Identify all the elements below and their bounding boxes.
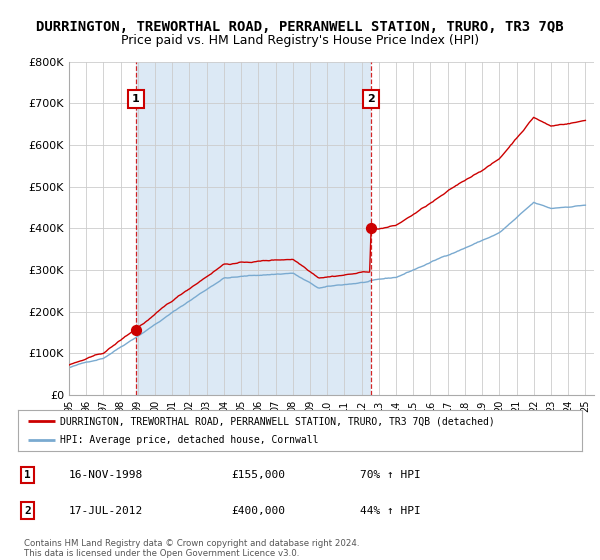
Text: 17-JUL-2012: 17-JUL-2012 (69, 506, 143, 516)
Text: Price paid vs. HM Land Registry's House Price Index (HPI): Price paid vs. HM Land Registry's House … (121, 34, 479, 46)
Text: 1: 1 (24, 470, 31, 480)
Text: 44% ↑ HPI: 44% ↑ HPI (360, 506, 421, 516)
Text: HPI: Average price, detached house, Cornwall: HPI: Average price, detached house, Corn… (60, 435, 319, 445)
Text: Contains HM Land Registry data © Crown copyright and database right 2024.
This d: Contains HM Land Registry data © Crown c… (24, 539, 359, 558)
Text: 2: 2 (24, 506, 31, 516)
Text: 16-NOV-1998: 16-NOV-1998 (69, 470, 143, 480)
Text: 2: 2 (367, 94, 375, 104)
Text: 70% ↑ HPI: 70% ↑ HPI (360, 470, 421, 480)
Point (131, 326, 140, 335)
Text: £155,000: £155,000 (231, 470, 285, 480)
Point (366, 224, 376, 233)
Text: 1: 1 (132, 94, 140, 104)
Text: DURRINGTON, TREWORTHAL ROAD, PERRANWELL STATION, TRURO, TR3 7QB (detached): DURRINGTON, TREWORTHAL ROAD, PERRANWELL … (60, 417, 495, 426)
Text: £400,000: £400,000 (231, 506, 285, 516)
Bar (136, 62, 371, 395)
Text: DURRINGTON, TREWORTHAL ROAD, PERRANWELL STATION, TRURO, TR3 7QB: DURRINGTON, TREWORTHAL ROAD, PERRANWELL … (36, 20, 564, 34)
